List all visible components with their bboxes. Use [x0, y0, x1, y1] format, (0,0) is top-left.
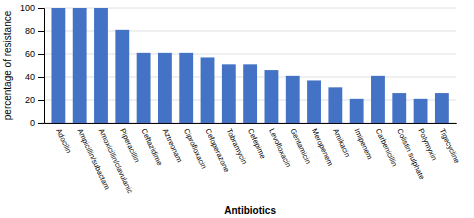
tick-label: 40 — [25, 72, 35, 82]
tick-label: Piperacillin — [118, 127, 141, 164]
grid — [44, 8, 456, 123]
tick-mark — [38, 123, 44, 124]
tick-label: Carbenicillin — [374, 127, 399, 168]
tick-label: Ciprofloxacin — [182, 127, 208, 170]
y-axis-title: percentage of resistance — [2, 10, 13, 120]
tick: Meropenem — [310, 127, 335, 167]
tick: Piperacillin — [118, 127, 141, 164]
x-axis-title: Antibiotics — [224, 205, 276, 216]
tick: 100 — [20, 3, 44, 13]
tick: 80 — [25, 26, 44, 36]
bar — [73, 8, 87, 123]
tick-mark — [38, 8, 44, 9]
tick: 40 — [25, 72, 44, 82]
bar — [222, 64, 236, 123]
tick-label: 20 — [25, 95, 35, 105]
tick-label: Amikacin — [331, 127, 352, 158]
chart-container: 0 20 40 60 80 100 AdocilinAmpicillin/subactamA… — [0, 0, 474, 218]
x-axis: AdocilinAmpicillin/subactamAmoxicillin/c… — [45, 123, 462, 195]
tick-label: 100 — [20, 3, 35, 13]
tick-label: Tobramycin — [225, 127, 249, 166]
tick: Cefepime — [246, 127, 268, 160]
tick: Gentamicin — [289, 127, 313, 165]
bar — [51, 8, 65, 123]
bar — [137, 53, 151, 123]
tick-label: Levofloxacin — [267, 127, 293, 169]
tick-label: Tigecycline — [438, 127, 462, 165]
bar — [350, 99, 364, 123]
tick-mark — [38, 100, 44, 101]
y-axis: 0 20 40 60 80 100 — [20, 3, 45, 128]
tick-label: Imipenem — [352, 127, 374, 161]
tick-label: Adocilin — [54, 127, 73, 155]
tick: Carbenicillin — [374, 127, 399, 168]
tick-label: Aztreonam — [161, 127, 184, 164]
bar — [115, 30, 129, 123]
tick-label: Ceftazidime — [139, 127, 164, 167]
bar — [158, 53, 172, 123]
bar — [94, 8, 108, 123]
tick: Ciprofloxacin — [182, 127, 208, 170]
bar — [307, 80, 321, 123]
tick-mark — [38, 54, 44, 55]
tick-label: Cefepime — [246, 127, 268, 160]
tick: Levofloxacin — [267, 127, 293, 169]
tick-mark — [38, 77, 44, 78]
bar — [371, 76, 385, 123]
tick-mark — [38, 31, 44, 32]
bar — [328, 87, 342, 123]
tick: 0 — [30, 118, 44, 128]
tick: Tigecycline — [438, 127, 462, 165]
tick: Imipenem — [352, 127, 374, 161]
tick-label: 80 — [25, 26, 35, 36]
tick: Polymyxin — [416, 127, 439, 162]
tick: Ceftazidime — [139, 127, 164, 167]
tick: 60 — [25, 49, 44, 59]
axis-line — [38, 9, 45, 124]
chart-svg: 0 20 40 60 80 100 AdocilinAmpicillin/subactamA… — [0, 0, 474, 218]
tick: Amikacin — [331, 127, 352, 158]
tick-label: Meropenem — [310, 127, 335, 167]
tick-label: Polymyxin — [416, 127, 439, 162]
tick: 20 — [25, 95, 44, 105]
bar — [179, 53, 193, 123]
bar — [265, 70, 279, 123]
bar — [201, 57, 215, 123]
tick: Aztreonam — [161, 127, 184, 164]
plot: 0 20 40 60 80 100 AdocilinAmpicillin/subactamA… — [20, 3, 462, 195]
bar — [435, 93, 449, 123]
bar — [392, 93, 406, 123]
axis-line — [45, 123, 457, 124]
tick-label: 60 — [25, 49, 35, 59]
tick-label: 0 — [30, 118, 35, 128]
tick: Tobramycin — [225, 127, 249, 166]
bar — [286, 76, 300, 123]
bar — [414, 99, 428, 123]
bar — [243, 64, 257, 123]
tick-label: Gentamicin — [289, 127, 313, 165]
bars — [51, 8, 448, 123]
tick: Adocilin — [54, 127, 73, 155]
